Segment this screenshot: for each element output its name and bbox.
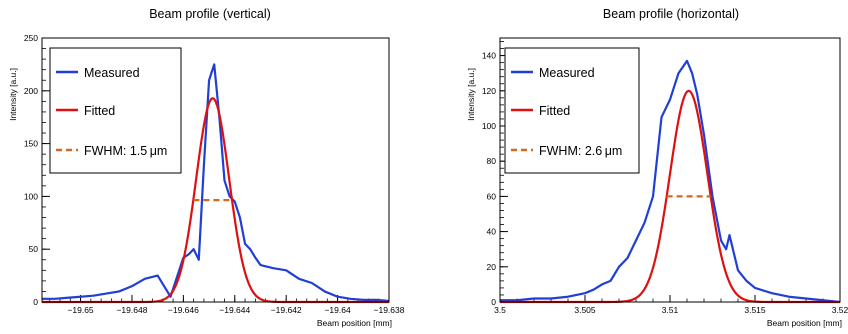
x-tick-label: 3.51 bbox=[662, 305, 679, 315]
y-axis-label: Intensity [a.u.] bbox=[466, 68, 476, 121]
x-tick-label: −19.648 bbox=[116, 305, 147, 315]
y-tick-label: 0 bbox=[491, 297, 496, 307]
y-tick-label: 0 bbox=[33, 297, 38, 307]
series-measured-line bbox=[500, 59, 841, 304]
y-tick-label: 250 bbox=[24, 33, 38, 43]
legend: Measured Fitted FWHM: 1.5 μm bbox=[49, 47, 182, 174]
y-tick-label: 60 bbox=[487, 191, 497, 201]
x-axis-label: Beam position [mm] bbox=[767, 318, 842, 328]
x-tick-label: −19.64 bbox=[324, 305, 351, 315]
horizontal-profile-panel: Beam profile (horizontal) Intensity [a.u… bbox=[466, 7, 848, 328]
y-tick-label: 80 bbox=[487, 156, 497, 166]
x-tick-label: −19.65 bbox=[67, 305, 94, 315]
vertical-profile-panel: Beam profile (vertical) Intensity [a.u.]… bbox=[8, 7, 405, 328]
x-tick-label: −19.644 bbox=[219, 305, 250, 315]
y-tick-label: 40 bbox=[487, 227, 497, 237]
y-tick-label: 140 bbox=[482, 51, 496, 61]
axis-ticks: −19.65 −19.648 −19.646 −19.644 −19.642 −19.64… bbox=[24, 33, 405, 315]
x-tick-label: 3.515 bbox=[744, 305, 766, 315]
frame bbox=[41, 37, 390, 303]
x-tick-label: −19.642 bbox=[271, 305, 302, 315]
y-tick-label: 150 bbox=[24, 139, 38, 149]
legend-label-fitted: Fitted bbox=[539, 104, 570, 118]
chart-title: Beam profile (vertical) bbox=[149, 7, 271, 21]
x-tick-label: 3.52 bbox=[832, 305, 848, 315]
y-axis-label: Intensity [a.u.] bbox=[8, 68, 18, 121]
y-tick-label: 50 bbox=[29, 244, 39, 254]
y-tick-label: 100 bbox=[24, 191, 38, 201]
y-tick-label: 20 bbox=[487, 262, 497, 272]
legend-label-fwhm: FWHM: 2.6 μm bbox=[539, 144, 622, 158]
chart-title: Beam profile (horizontal) bbox=[603, 7, 739, 21]
x-tick-label: 3.5 bbox=[494, 305, 506, 315]
frame bbox=[499, 37, 841, 303]
x-tick-label: −19.646 bbox=[168, 305, 199, 315]
y-tick-label: 120 bbox=[482, 86, 496, 96]
x-tick-label: −19.638 bbox=[374, 305, 405, 315]
x-tick-label: 3.505 bbox=[574, 305, 596, 315]
y-tick-label: 100 bbox=[482, 121, 496, 131]
legend-label-measured: Measured bbox=[539, 66, 595, 80]
legend-label-fwhm: FWHM: 1.5 μm bbox=[84, 144, 167, 158]
legend-label-measured: Measured bbox=[84, 66, 140, 80]
x-axis-label: Beam position [mm] bbox=[317, 318, 392, 328]
legend: Measured Fitted FWHM: 2.6 μm bbox=[504, 47, 640, 174]
y-tick-label: 200 bbox=[24, 86, 38, 96]
legend-label-fitted: Fitted bbox=[84, 104, 115, 118]
